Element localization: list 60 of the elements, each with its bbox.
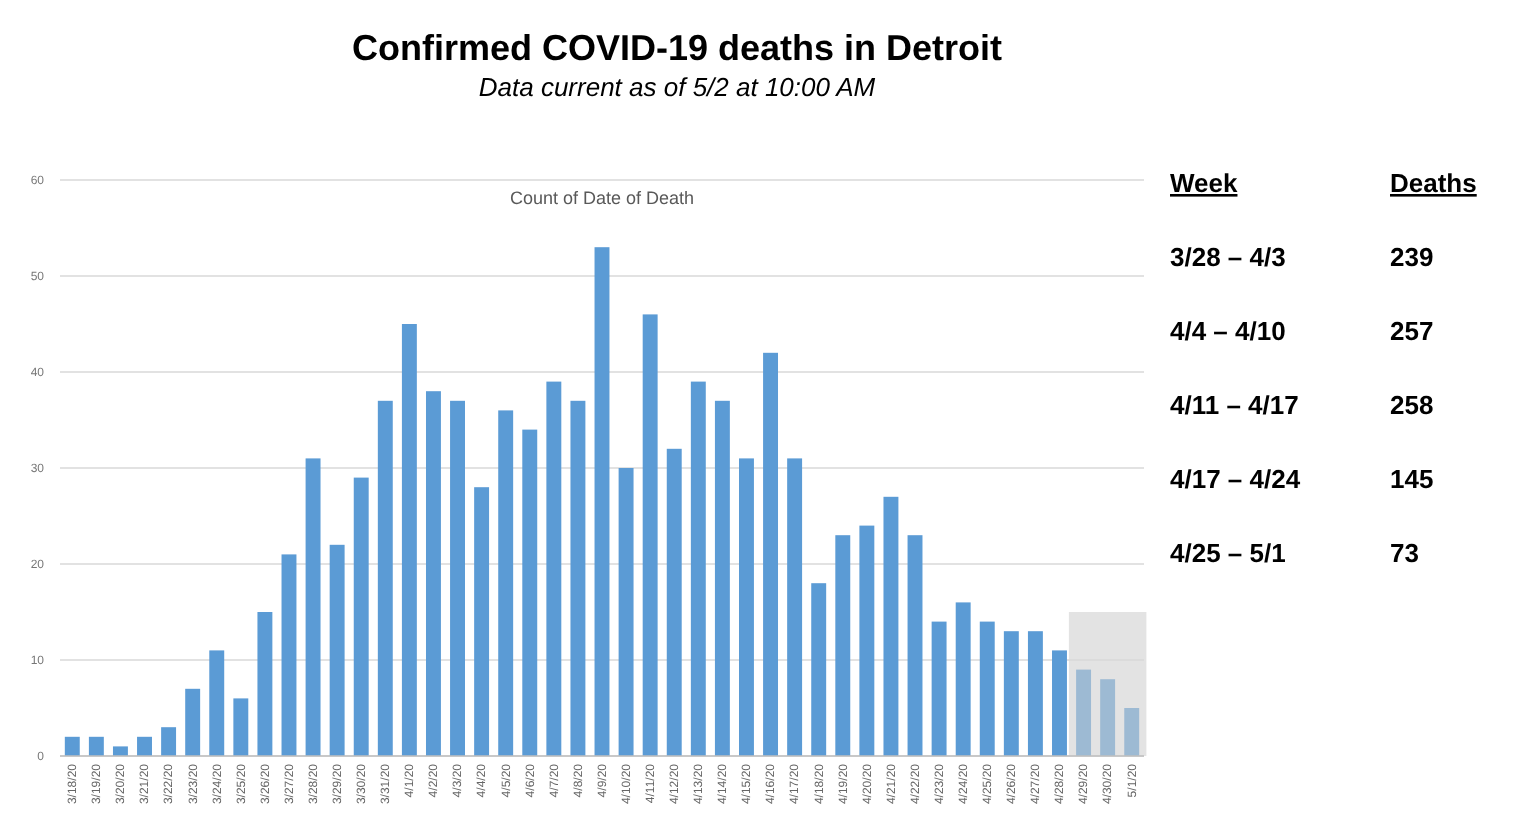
bar xyxy=(353,477,369,756)
bar xyxy=(763,352,779,756)
data-label: 258 xyxy=(1390,390,1434,420)
bar xyxy=(281,554,297,756)
bar xyxy=(666,448,682,756)
bar xyxy=(1100,679,1116,756)
category-label: 3/28 – 4/3 xyxy=(1170,242,1286,272)
data-label: 145 xyxy=(1390,464,1434,494)
category-label: 4/11 – 4/17 xyxy=(1170,390,1299,420)
bar xyxy=(883,496,899,756)
bar xyxy=(618,468,634,756)
bar xyxy=(931,621,947,756)
bar xyxy=(1052,650,1067,756)
text: Week xyxy=(1170,168,1239,198)
bar xyxy=(425,391,441,756)
bar xyxy=(739,458,754,756)
bar xyxy=(305,458,321,756)
text: Deaths xyxy=(1390,168,1477,198)
bar xyxy=(161,727,177,756)
category-label: 4/25 – 5/1 xyxy=(1170,538,1286,568)
bar xyxy=(835,535,851,756)
bar xyxy=(474,487,490,756)
bar xyxy=(1076,669,1092,756)
bar xyxy=(907,535,923,756)
bar xyxy=(787,458,803,756)
category-label: 4/17 – 4/24 xyxy=(1170,464,1302,494)
bar xyxy=(1124,708,1140,756)
data-label: 239 xyxy=(1390,242,1434,272)
bar xyxy=(811,583,827,756)
bar xyxy=(642,314,658,756)
bar xyxy=(329,544,345,756)
chart-title: Confirmed COVID-19 deaths in Detroit xyxy=(351,28,1003,68)
bar xyxy=(859,525,875,756)
category-label: 4/4 – 4/10 xyxy=(1170,316,1286,346)
bar xyxy=(401,324,417,756)
bar xyxy=(546,381,562,756)
bar xyxy=(88,736,104,756)
bar xyxy=(112,746,128,756)
bar xyxy=(498,410,514,756)
bar xyxy=(714,400,730,756)
bar xyxy=(979,621,995,756)
bar xyxy=(1003,631,1019,756)
bar xyxy=(209,650,225,756)
bar xyxy=(570,400,586,756)
bar xyxy=(377,400,393,756)
chart-subtitle: Data current as of 5/2 at 10:00 AM xyxy=(478,72,876,102)
bar xyxy=(690,381,706,756)
bar xyxy=(450,400,465,756)
bar xyxy=(185,688,201,756)
bar xyxy=(137,736,152,756)
bar xyxy=(1027,631,1043,756)
bar xyxy=(594,247,610,756)
bar xyxy=(233,698,249,756)
bar xyxy=(257,612,273,756)
data-label: 257 xyxy=(1390,316,1434,346)
bar xyxy=(955,602,971,756)
bar xyxy=(522,429,538,756)
bar xyxy=(64,736,80,756)
data-label: 73 xyxy=(1390,538,1419,568)
annotation: Count of Date of Death xyxy=(509,188,695,208)
